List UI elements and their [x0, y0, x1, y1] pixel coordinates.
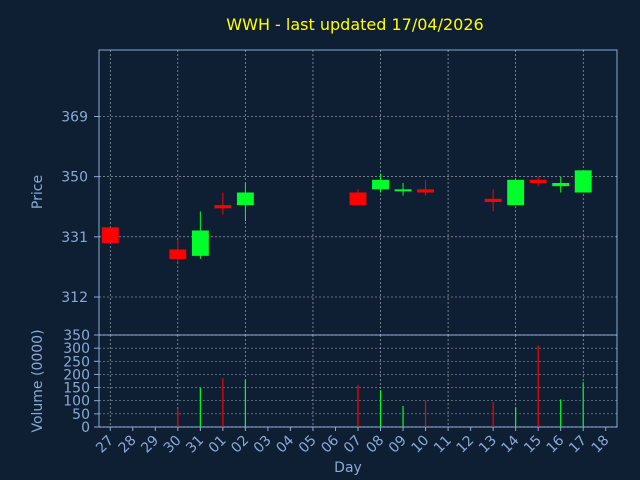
volume-tick-label: 50	[72, 407, 90, 423]
x-axis-label: Day	[334, 460, 362, 476]
x-tick-label: 28	[116, 433, 140, 457]
price-axis-label: Price	[30, 175, 46, 209]
x-tick-label: 03	[251, 433, 275, 457]
x-tick-label: 17	[566, 433, 590, 457]
candle-body	[552, 183, 570, 187]
candle-body	[507, 179, 525, 206]
x-tick-label: 15	[521, 433, 545, 457]
volume-tick-label: 350	[63, 328, 90, 344]
x-tick-label: 13	[476, 433, 500, 457]
price-panel: 312 331 350 369	[61, 49, 618, 336]
candle-body	[394, 189, 412, 192]
volume-tick-label: 200	[63, 367, 90, 383]
candle-body	[236, 192, 254, 206]
candle-body	[214, 205, 232, 209]
x-tick-label: 14	[499, 432, 523, 456]
price-tick-label: 369	[61, 110, 88, 126]
x-tick-label: 05	[296, 433, 320, 457]
candle-body	[529, 179, 547, 183]
price-tick-label: 350	[61, 170, 88, 186]
x-tick-label: 01	[206, 433, 230, 457]
x-tick-label: 08	[363, 433, 387, 457]
x-tick-label: 07	[341, 433, 365, 457]
volume-tick-label: 0	[81, 420, 90, 436]
x-tick-label: 31	[183, 433, 207, 457]
x-tick-label: 09	[386, 433, 410, 457]
x-tick-label: 30	[161, 433, 185, 457]
x-tick-label: 02	[228, 433, 252, 457]
volume-tick-label: 250	[63, 354, 90, 370]
candle-body	[169, 249, 187, 259]
candle-body	[101, 227, 119, 244]
candle-body	[417, 189, 435, 193]
x-tick-label: 29	[138, 433, 162, 457]
price-tick-label: 331	[61, 230, 88, 246]
price-tick-label: 312	[61, 290, 88, 306]
x-tick-label: 16	[544, 432, 568, 456]
volume-tick-label: 300	[63, 341, 90, 357]
chart-title: WWH - last updated 17/04/2026	[226, 15, 483, 34]
x-tick-label: 04	[273, 432, 297, 456]
x-axis-ticks: 2728293031010203040506070809101112131415…	[93, 427, 613, 457]
candle-body	[349, 192, 367, 206]
candle-body	[484, 198, 502, 202]
x-tick-label: 11	[431, 433, 455, 457]
x-tick-label: 06	[318, 432, 342, 456]
candle-body	[574, 170, 592, 193]
volume-tick-label: 150	[63, 381, 90, 397]
candle-body	[372, 179, 389, 190]
x-tick-label: 18	[589, 433, 613, 457]
x-tick-label: 10	[408, 433, 432, 457]
volume-axis-label: Volume (0000)	[30, 329, 46, 432]
x-tick-label: 12	[454, 433, 478, 457]
candle-body	[191, 230, 209, 256]
volume-tick-label: 100	[63, 394, 90, 410]
x-tick-label: 27	[93, 433, 117, 457]
